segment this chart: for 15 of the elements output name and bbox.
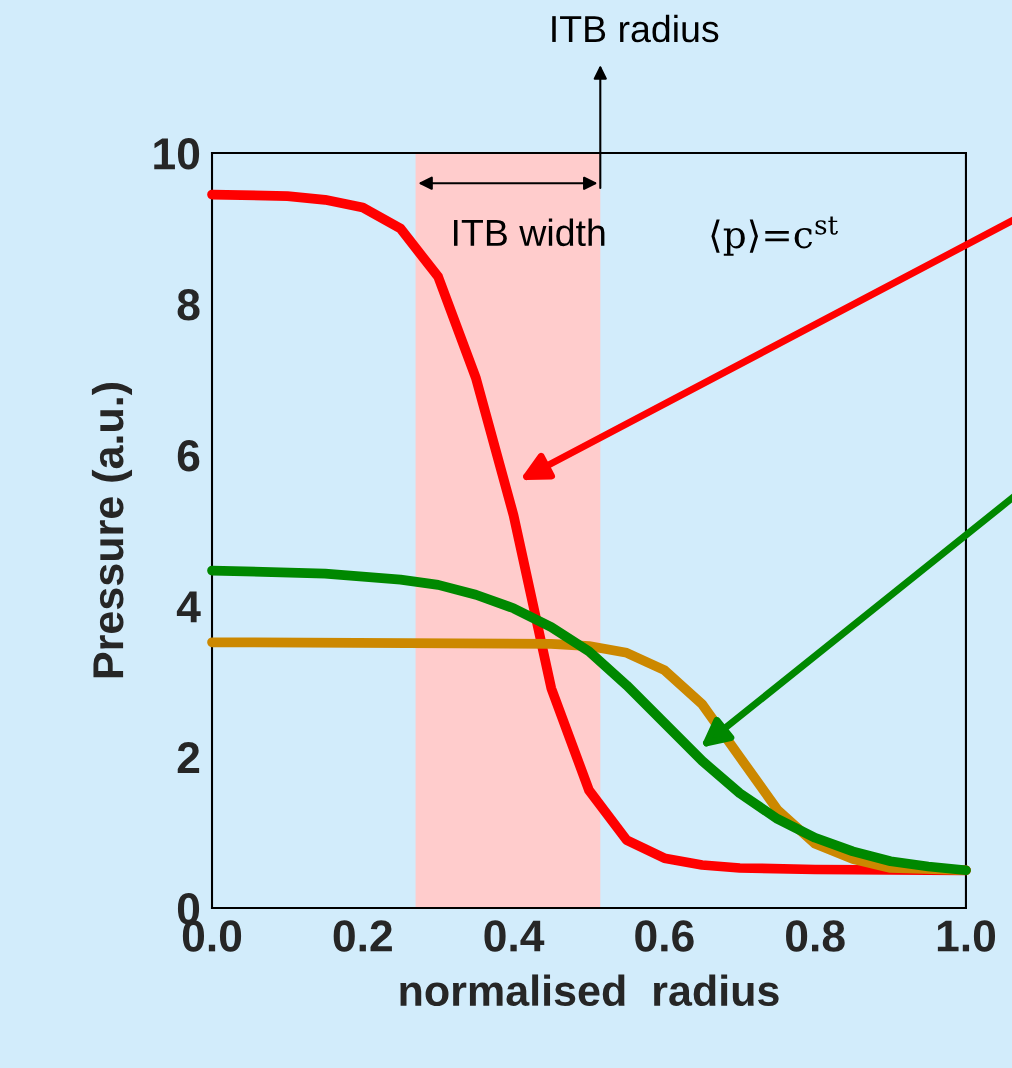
x-axis-title: normalised radius: [400, 974, 779, 1007]
y-tick-label: 8: [177, 289, 200, 321]
x-tick-label: 0.4: [484, 920, 545, 952]
y-tick-label: 10: [154, 138, 200, 170]
x-tick-label: 0.8: [786, 920, 845, 952]
x-tick-label: 1.0: [937, 920, 996, 952]
y-axis-title: Pressure (a.u.): [91, 383, 133, 678]
text: ITB radius: [552, 14, 719, 43]
y-tick-label: 2: [177, 742, 200, 774]
annotation: ITB width: [453, 218, 605, 247]
x-tick-label: 0.6: [635, 920, 694, 952]
y-tick-label: 6: [177, 440, 200, 472]
annotation: ⟨p⟩=c$^{st}$: [711, 216, 838, 256]
y-tick-label: 4: [176, 591, 201, 623]
x-tick-label: 0.2: [333, 920, 392, 952]
